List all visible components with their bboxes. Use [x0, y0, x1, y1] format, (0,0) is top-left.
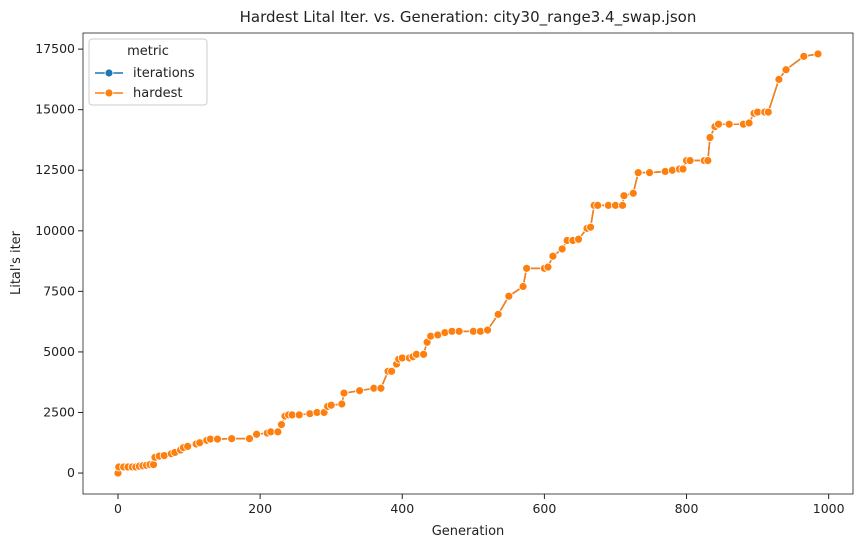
point: [454, 326, 464, 336]
point: [593, 200, 603, 210]
point: [774, 74, 784, 84]
y-tick-label: 15000: [35, 102, 75, 117]
point: [781, 65, 791, 75]
point: [557, 244, 567, 254]
legend-marker: [104, 88, 114, 98]
point: [660, 167, 670, 176]
point: [277, 420, 286, 429]
y-tick-label: 12500: [35, 162, 75, 177]
point: [705, 133, 715, 142]
point: [724, 119, 734, 129]
point: [714, 119, 723, 129]
point: [619, 191, 629, 201]
x-tick-label: 1000: [813, 501, 845, 516]
point: [183, 441, 193, 451]
point: [813, 49, 823, 59]
legend-title: metric: [127, 44, 169, 59]
y-tick-label: 5000: [43, 344, 75, 359]
point: [667, 165, 677, 175]
point: [387, 366, 397, 376]
point: [326, 400, 336, 410]
point: [252, 429, 261, 439]
point: [574, 234, 583, 244]
point: [339, 388, 349, 398]
point: [305, 409, 315, 419]
point: [483, 325, 492, 335]
legend-label: hardest: [133, 86, 182, 101]
x-tick-label: 200: [248, 501, 272, 516]
plot-frame: [82, 32, 854, 495]
series-line: [117, 53, 819, 474]
x-tick-label: 800: [675, 501, 699, 516]
x-tick-label: 600: [532, 501, 556, 516]
x-tick-label: 0: [114, 501, 122, 516]
point: [522, 263, 532, 273]
point: [685, 156, 695, 165]
legend: metric iterations hardest: [88, 38, 208, 106]
point: [548, 251, 558, 261]
point: [476, 326, 485, 336]
y-tick-label: 7500: [43, 283, 75, 298]
point: [213, 434, 222, 444]
point: [543, 262, 553, 272]
y-tick-label: 10000: [35, 223, 75, 238]
point: [703, 156, 713, 165]
legend-label: iterations: [133, 66, 195, 81]
point: [355, 386, 365, 396]
x-axis-label: Generation: [432, 524, 505, 539]
point: [294, 410, 304, 420]
legend-box: [88, 38, 208, 106]
chart-title: Hardest Lital Iter. vs. Generation: city…: [240, 8, 697, 27]
point: [633, 168, 643, 178]
point: [799, 51, 809, 61]
point: [273, 427, 283, 437]
point: [149, 460, 158, 469]
y-tick-label: 2500: [43, 404, 75, 419]
point: [645, 168, 654, 178]
point: [440, 328, 450, 337]
legend-marker: [104, 68, 114, 78]
series-line: [117, 53, 819, 474]
point: [245, 434, 254, 444]
point: [763, 107, 773, 117]
y-tick-label: 0: [67, 465, 75, 480]
point: [504, 291, 514, 301]
y-axis-label: Lital's iter: [9, 230, 24, 295]
point: [678, 164, 688, 174]
point: [419, 349, 428, 359]
point: [518, 282, 528, 291]
y-tick-label: 17500: [35, 41, 75, 56]
point: [337, 399, 347, 409]
point: [376, 383, 386, 393]
point: [628, 188, 638, 198]
x-tick-label: 400: [390, 501, 414, 516]
point: [586, 222, 595, 232]
point: [227, 434, 237, 444]
point: [618, 200, 627, 210]
point: [744, 118, 754, 128]
point: [426, 331, 436, 341]
point: [493, 309, 503, 319]
